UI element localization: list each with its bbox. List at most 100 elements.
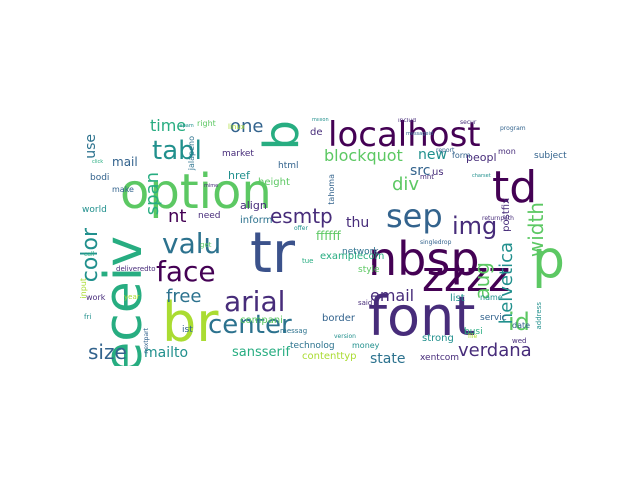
cloud-word-servic: servic <box>480 313 507 323</box>
cloud-word-face: face <box>156 255 216 288</box>
cloud-word-div: div <box>392 174 420 195</box>
cloud-word-mon: mon <box>498 147 516 156</box>
cloud-word-busi: busi <box>464 327 483 337</box>
cloud-word-market: market <box>222 149 254 159</box>
cloud-word-nt: nt <box>168 206 187 227</box>
cloud-word-wed: wed <box>512 337 527 345</box>
cloud-word-font: font <box>368 285 476 348</box>
cloud-word-us: us <box>432 167 444 178</box>
cloud-word-make: make <box>112 185 134 194</box>
cloud-word-subject: subject <box>534 151 567 161</box>
cloud-word-report: report <box>436 147 455 154</box>
cloud-word-one: one <box>230 118 264 137</box>
cloud-word-returnpath: returnpath <box>482 215 514 222</box>
cloud-word-million: million <box>312 118 329 123</box>
cloud-word-get: get <box>200 241 212 249</box>
cloud-word-tabl: tabl <box>152 136 202 166</box>
cloud-word-messag: messag <box>280 327 308 335</box>
cloud-word-jalapeno: jalapeno <box>187 136 196 171</box>
cloud-word-call: call <box>84 251 95 258</box>
cloud-word-state: state <box>370 351 406 366</box>
cloud-word-messageid: messageid <box>406 131 434 137</box>
cloud-word-center: center <box>208 310 292 340</box>
cloud-word-name: name <box>480 293 503 302</box>
cloud-word-option: option <box>120 164 272 220</box>
cloud-word-companis: compani <box>240 315 283 326</box>
cloud-word-right: right <box>197 119 216 128</box>
cloud-word-year: year <box>124 293 140 301</box>
cloud-word-thu: thu <box>346 215 370 231</box>
cloud-word-height: height <box>258 177 290 188</box>
cloud-word-spam: spam <box>180 123 194 129</box>
cloud-word-width: width <box>524 202 548 258</box>
cloud-word-nbsp: nbsp <box>368 232 480 286</box>
cloud-word-mail: mail <box>112 155 138 169</box>
cloud-word-b: b <box>254 120 310 151</box>
cloud-word-includ: includ <box>398 118 417 124</box>
cloud-word-strong: strong <box>422 333 454 344</box>
cloud-word-click: click <box>92 159 104 165</box>
cloud-word-use: use <box>83 134 99 159</box>
cloud-word-need: need <box>198 211 221 221</box>
cloud-word-contenttyp: contenttyp <box>302 351 357 362</box>
cloud-word-blockquot: blockquot <box>324 146 403 165</box>
cloud-word-world: world <box>82 205 107 215</box>
cloud-word-p: p <box>532 230 566 290</box>
word-cloud: receiv option font nbsp br td localhost tr p zzzz… <box>80 118 574 366</box>
cloud-word-mime: mime <box>204 183 219 189</box>
cloud-word-deliveredto: deliveredto <box>116 265 156 273</box>
cloud-word-verdana: verdana <box>458 340 532 361</box>
cloud-word-border: border <box>322 313 356 324</box>
cloud-word-list: list <box>450 293 465 304</box>
cloud-word-helvetica: helvetica <box>496 242 517 325</box>
cloud-word-sansserif: sansserif <box>232 345 291 360</box>
cloud-word-localhost: localhost <box>328 118 481 155</box>
cloud-word-examplecom: examplecom <box>320 251 385 262</box>
cloud-word-said: said <box>358 299 373 307</box>
cloud-word-id: id <box>508 308 530 336</box>
cloud-word-html: html <box>278 161 299 171</box>
cloud-word-secur: secur <box>460 119 477 126</box>
cloud-word-sep: sep <box>386 197 443 235</box>
cloud-word-span: span <box>142 172 163 216</box>
cloud-word-offer: offer <box>294 225 308 232</box>
cloud-word-href: href <box>228 169 250 182</box>
cloud-word-tr: tr <box>250 221 295 286</box>
cloud-word-form: form <box>452 151 471 160</box>
cloud-word-tue: tue <box>302 257 314 265</box>
cloud-word-size: size <box>88 340 127 364</box>
cloud-word-new: new <box>418 147 447 163</box>
cloud-word-work: work <box>86 293 106 302</box>
cloud-word-esmtp: esmtp <box>270 204 333 228</box>
cloud-word-ist: ist <box>182 325 193 335</box>
cloud-word-style: style <box>358 265 380 275</box>
cloud-word-time: time <box>150 118 187 135</box>
cloud-word-zzzz: zzzz <box>422 252 511 301</box>
cloud-word-de: de <box>310 127 323 138</box>
cloud-word-valu: valu <box>162 227 222 260</box>
cloud-word-img: img <box>452 212 498 240</box>
cloud-word-linux: linux <box>228 123 245 131</box>
cloud-word-bodi: bodi <box>90 173 110 183</box>
cloud-word-email: email <box>370 286 415 305</box>
cloud-word-money: money <box>352 341 380 350</box>
cloud-word-singledrop: singledrop <box>420 239 452 246</box>
cloud-word-td: td <box>492 162 538 213</box>
cloud-word-xentcom: xentcom <box>420 353 460 363</box>
cloud-word-technolog: technolog <box>290 341 335 351</box>
cloud-word-version: version <box>334 333 356 340</box>
cloud-word-fri: fri <box>84 313 92 321</box>
cloud-word-file: file <box>468 333 478 340</box>
cloud-word-ffffff: ffffff <box>316 229 341 243</box>
cloud-word-mailto: mailto <box>144 345 189 361</box>
cloud-word-tahoma: tahoma <box>327 174 336 205</box>
cloud-word-program: program <box>500 125 526 132</box>
cloud-word-inform: inform <box>240 215 273 226</box>
cloud-word-peopl: peopl <box>466 151 497 164</box>
cloud-word-br: br <box>162 291 219 354</box>
cloud-word-charset: charset <box>472 173 491 179</box>
cloud-word-align: align <box>240 199 267 212</box>
cloud-word-mnt: mnt <box>420 173 434 181</box>
cloud-word-network: network <box>342 247 379 257</box>
cloud-word-date: date <box>512 321 531 330</box>
